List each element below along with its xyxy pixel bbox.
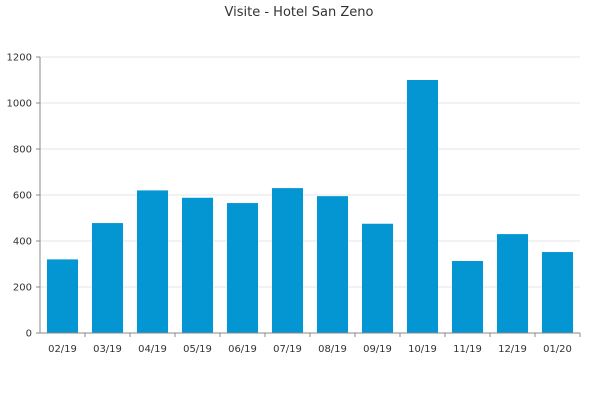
x-tick-label: 08/19: [318, 344, 347, 355]
y-tick-label: 0: [26, 329, 32, 340]
x-tick-label: 09/19: [363, 344, 392, 355]
bar-06-19: [226, 203, 259, 333]
y-tick-label: 1200: [7, 53, 32, 64]
x-tick-label: 10/19: [408, 344, 437, 355]
bar-01-20: [541, 252, 574, 333]
x-tick-label: 04/19: [138, 344, 167, 355]
bar-11-19: [451, 261, 484, 333]
axes: [36, 56, 581, 337]
chart-title: Visite - Hotel San Zeno: [225, 5, 374, 20]
y-tick-label: 600: [13, 191, 32, 202]
bar-08-19: [316, 196, 349, 333]
y-tick-labels: 0 200 400 600 800 1000 1200: [7, 53, 32, 340]
bar-05-19: [181, 197, 214, 333]
x-tick-label: 02/19: [48, 344, 77, 355]
bar-02-19: [46, 259, 79, 333]
y-tick-label: 400: [13, 237, 32, 248]
bar-10-19: [406, 80, 439, 333]
bar-07-19: [271, 188, 304, 333]
gridlines: [40, 56, 580, 288]
x-tick-label: 05/19: [183, 344, 212, 355]
x-tick-labels: 02/19 03/19 04/19 05/19 06/19 07/19 08/19 09/19…: [48, 344, 572, 355]
y-tick-label: 800: [13, 145, 32, 156]
x-tick-label: 03/19: [93, 344, 122, 355]
bar-09-19: [361, 223, 394, 333]
x-tick-label: 07/19: [273, 344, 302, 355]
x-tick-label: 12/19: [498, 344, 527, 355]
y-tick-label: 200: [13, 283, 32, 294]
x-tick-label: 11/19: [453, 344, 482, 355]
y-tick-label: 1000: [7, 99, 32, 110]
bar-12-19: [496, 234, 529, 333]
bars: [46, 80, 574, 333]
x-tick-label: 06/19: [228, 344, 257, 355]
bar-04-19: [136, 190, 169, 333]
x-tick-label: 01/20: [543, 344, 572, 355]
bar-03-19: [91, 223, 124, 333]
